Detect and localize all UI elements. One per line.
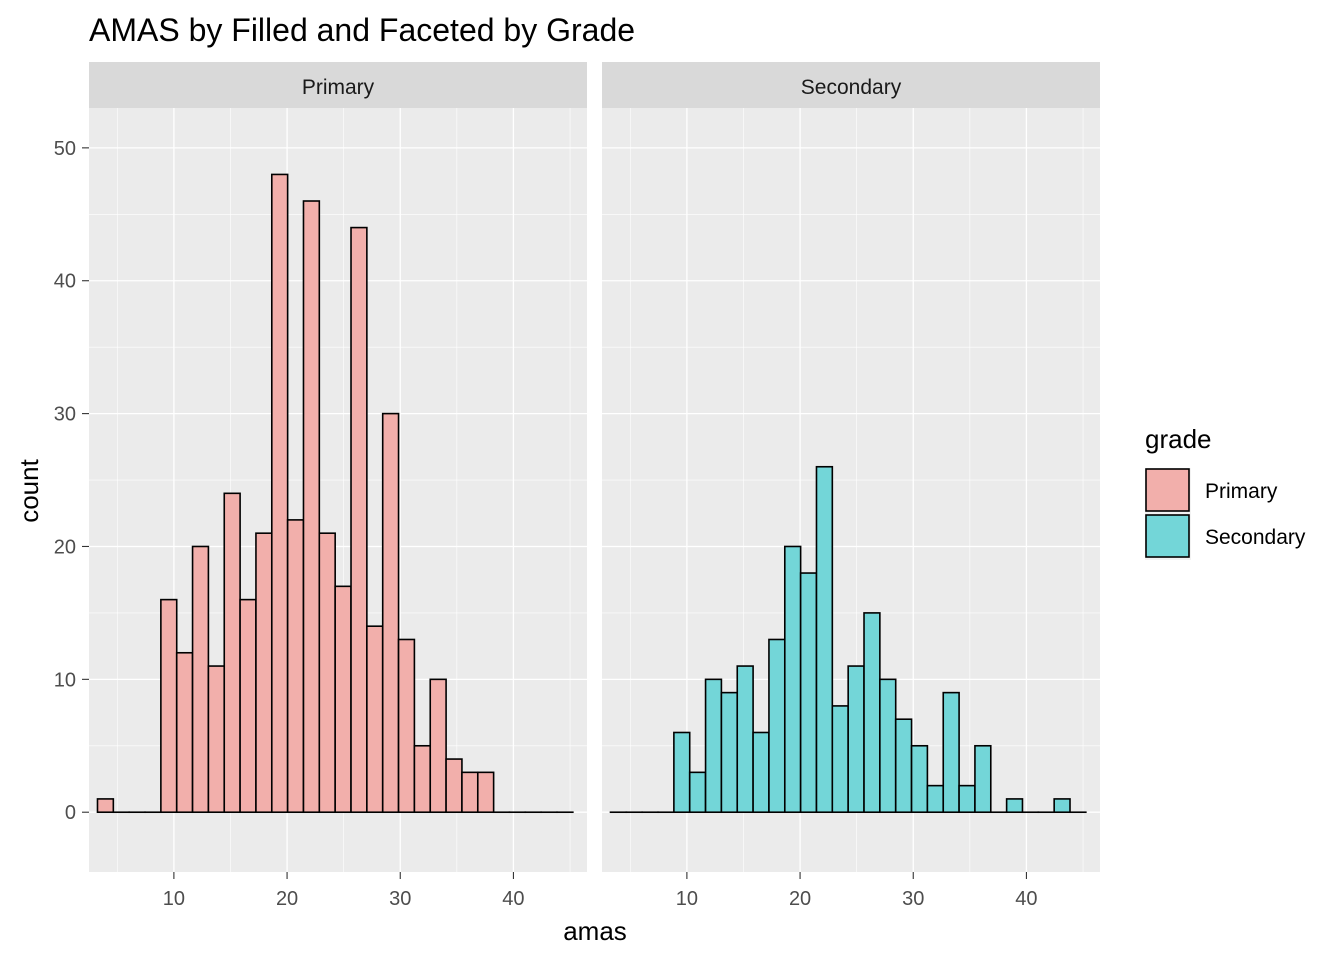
histogram-bar [350,226,368,814]
histogram-bar [223,492,241,814]
legend-swatch-primary [1145,468,1190,512]
histogram-bar [942,691,960,814]
histogram-bar [429,678,447,814]
histogram-bar [688,771,707,814]
histogram-bar [445,758,463,814]
facet-panel-secondary: Secondary 10 20 30 40 [602,62,1100,910]
y-tick-label: 30 [54,404,76,426]
histogram-bar [96,798,115,814]
histogram-bar [926,784,945,814]
histogram-bar [673,731,691,814]
histogram-bar [815,465,834,814]
histogram-bar [752,731,770,814]
histogram-bar [334,585,352,814]
histogram-bar [863,612,881,814]
histogram-bar [366,625,384,814]
facet-strip-label: Primary [302,76,375,99]
histogram-bar [461,771,479,814]
histogram-bar [270,173,289,814]
y-axis: 0 10 20 30 40 50 [54,138,89,824]
y-tick-label: 50 [54,138,76,160]
histogram-bar [783,545,802,814]
histogram-bar [974,744,992,814]
histogram-bar [476,771,495,814]
histogram-bar [736,665,754,814]
x-tick-label: 20 [276,888,298,910]
histogram-bar [768,638,786,814]
histogram-bar [799,572,818,814]
histogram-bar [413,744,432,814]
x-tick-label: 40 [502,888,524,910]
x-tick-label: 20 [789,888,811,910]
facet-strip-label: Secondary [801,76,902,99]
facet-strip [602,62,1100,108]
legend-label: Secondary [1205,526,1306,549]
x-tick-label: 40 [1015,888,1037,910]
legend-title: grade [1145,424,1212,454]
legend-label: Primary [1205,480,1278,503]
histogram-bar [160,598,178,814]
facet-strip [89,62,587,108]
histogram-bar [255,532,273,814]
x-tick-label: 10 [676,888,698,910]
histogram-bar [894,718,913,814]
histogram-bar [191,545,210,814]
histogram-bar [831,705,849,814]
histogram-bar [720,691,739,814]
histogram-bar [397,638,416,814]
y-tick-label: 10 [54,669,76,691]
histogram-bar [1053,798,1071,814]
histogram-bar [1005,798,1024,814]
histogram-bar [318,532,336,814]
chart-title: AMAS by Filled and Faceted by Grade [89,12,635,48]
histogram-bar [239,598,257,814]
histogram-bar [302,200,321,814]
histogram-bar [847,665,865,814]
legend: grade Primary Secondary [1145,424,1306,560]
legend-swatch-secondary [1145,514,1190,558]
x-tick-label: 10 [163,888,185,910]
histogram-bar [381,412,400,814]
y-axis-title: count [14,458,44,522]
x-tick-label: 30 [902,888,924,910]
histogram-bar [175,651,194,814]
x-tick-label: 30 [389,888,411,910]
x-axis-title: amas [563,916,627,946]
histogram-bar [704,678,723,814]
facet-panel-primary: Primary 10 20 30 40 [89,62,587,910]
y-tick-label: 0 [65,802,76,824]
histogram-bar [958,784,976,814]
facet-panels: Primary 10 20 30 40 Secondary 10 20 30 40 [89,62,1100,910]
histogram-bar [910,744,929,814]
y-tick-label: 40 [54,271,76,293]
y-tick-label: 20 [54,536,76,558]
histogram-bar [879,678,897,814]
histogram-bar [286,519,305,814]
histogram-bar [207,665,226,814]
